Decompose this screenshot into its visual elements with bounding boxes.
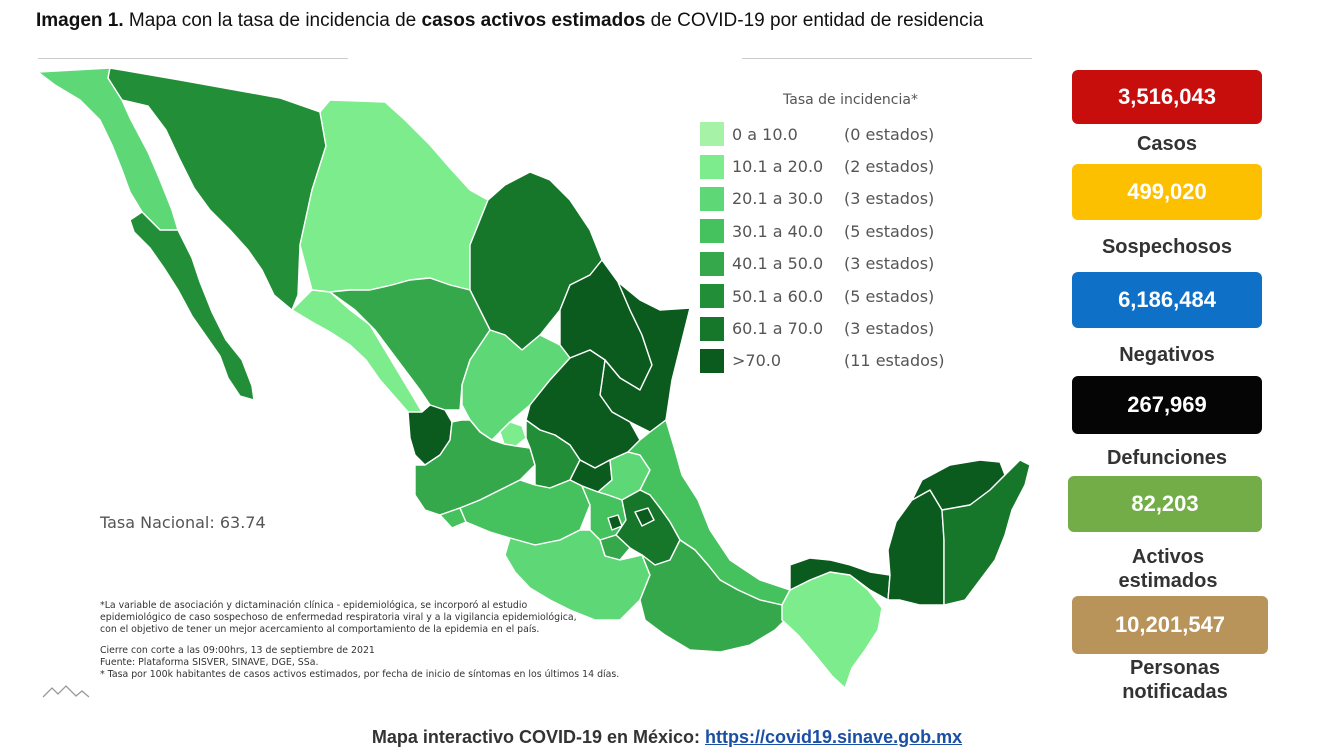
legend-title: Tasa de incidencia* bbox=[783, 92, 918, 108]
footer-link[interactable]: https://covid19.sinave.gob.mx bbox=[705, 727, 963, 747]
stat-label-casos: Casos bbox=[1136, 133, 1198, 155]
legend-row: 20.1 a 30.0 (3 estados) bbox=[700, 183, 960, 215]
footer-text: Mapa interactivo COVID-19 en México: bbox=[371, 727, 706, 747]
legend-count: (2 estados) bbox=[844, 157, 935, 177]
divider-right bbox=[742, 58, 1032, 59]
legend-swatch bbox=[700, 122, 724, 147]
note-line: con el objetivo de tener un mejor acerca… bbox=[100, 624, 540, 636]
stat-value-negativos: 6,186,484 bbox=[1072, 272, 1262, 328]
legend-count: (5 estados) bbox=[844, 221, 935, 241]
note-line: *La variable de asociación y dictaminaci… bbox=[100, 600, 528, 611]
legend-row: 60.1 a 70.0 (3 estados) bbox=[700, 312, 960, 344]
stat-value-defunciones: 267,969 bbox=[1072, 376, 1262, 434]
state-campeche bbox=[887, 489, 945, 606]
divider-left bbox=[38, 58, 348, 59]
stat-label-sospechosos: Sospechosos bbox=[1101, 236, 1233, 258]
legend-range: 0 a 10.0 bbox=[732, 124, 798, 144]
legend-range: 30.1 a 40.0 bbox=[732, 221, 824, 241]
legend-count: (0 estados) bbox=[844, 124, 935, 144]
legend-swatch bbox=[700, 186, 724, 211]
legend-swatch bbox=[700, 251, 724, 276]
stat-value-activos: 82,203 bbox=[1068, 476, 1262, 532]
title-bold: casos activos estimados bbox=[421, 10, 646, 31]
title-prefix: Imagen 1. bbox=[36, 10, 124, 31]
tasa-nacional: Tasa Nacional: 63.74 bbox=[100, 513, 266, 532]
stat-value-sospechosos: 499,020 bbox=[1072, 164, 1262, 220]
title-text-2: de COVID-19 por entidad de residencia bbox=[645, 10, 984, 31]
state-chihuahua bbox=[299, 99, 489, 293]
stat-label-defunciones: Defunciones bbox=[1106, 447, 1228, 469]
note-line: epidemiológico de caso sospechoso de enf… bbox=[100, 612, 577, 624]
legend-range: 10.1 a 20.0 bbox=[732, 157, 824, 177]
note-line: * Tasa por 100k habitantes de casos acti… bbox=[100, 669, 620, 681]
mountain-logo-icon bbox=[42, 685, 90, 698]
legend-swatch bbox=[700, 316, 724, 341]
legend-range: 20.1 a 30.0 bbox=[732, 189, 824, 209]
legend-range: 40.1 a 50.0 bbox=[732, 254, 824, 274]
title-text-1: Mapa con la tasa de incidencia de bbox=[123, 10, 422, 31]
state-quintana-roo bbox=[941, 459, 1031, 606]
legend-count: (3 estados) bbox=[844, 254, 935, 274]
map-notes: *La variable de asociación y dictaminaci… bbox=[100, 600, 640, 681]
legend-swatch bbox=[700, 348, 724, 373]
legend-row: 0 a 10.0 (0 estados) bbox=[700, 118, 960, 150]
map-legend: Tasa de incidencia* 0 a 10.0 (0 estados)… bbox=[700, 92, 960, 377]
legend-count: (3 estados) bbox=[844, 319, 935, 339]
legend-row: 40.1 a 50.0 (3 estados) bbox=[700, 248, 960, 280]
legend-swatch bbox=[700, 219, 724, 244]
note-line: Cierre con corte a las 09:00hrs, 13 de s… bbox=[100, 644, 375, 656]
legend-count: (3 estados) bbox=[844, 189, 935, 209]
stat-value-casos: 3,516,043 bbox=[1072, 70, 1262, 124]
mexico-map-svg bbox=[37, 67, 1031, 689]
stat-value-personas: 10,201,547 bbox=[1072, 596, 1268, 654]
page-title: Imagen 1. Mapa con la tasa de incidencia… bbox=[36, 10, 983, 32]
stat-label-activos: Activos estimados bbox=[1118, 546, 1218, 592]
legend-range: 60.1 a 70.0 bbox=[732, 319, 824, 339]
legend-range: 50.1 a 60.0 bbox=[732, 286, 824, 306]
note-line: Fuente: Plataforma SISVER, SINAVE, DGE, … bbox=[100, 656, 319, 668]
state-chiapas bbox=[781, 571, 883, 689]
state-tlaxcala bbox=[634, 507, 655, 527]
stat-label-personas: Personas notificadas bbox=[1122, 657, 1228, 703]
legend-swatch bbox=[700, 284, 724, 309]
stat-label-negativos: Negativos bbox=[1119, 344, 1215, 366]
legend-swatch bbox=[700, 154, 724, 179]
legend-count: (11 estados) bbox=[844, 351, 945, 371]
footer: Mapa interactivo COVID-19 en México: htt… bbox=[0, 727, 1334, 748]
legend-row: 30.1 a 40.0 (5 estados) bbox=[700, 215, 960, 247]
state-baja-california-sur bbox=[129, 211, 255, 401]
legend-row: >70.0 (11 estados) bbox=[700, 345, 960, 377]
legend-count: (5 estados) bbox=[844, 286, 935, 306]
legend-row: 50.1 a 60.0 (5 estados) bbox=[700, 280, 960, 312]
legend-row: 10.1 a 20.0 (2 estados) bbox=[700, 150, 960, 182]
mexico-map bbox=[30, 60, 1040, 710]
legend-range: >70.0 bbox=[732, 351, 782, 371]
